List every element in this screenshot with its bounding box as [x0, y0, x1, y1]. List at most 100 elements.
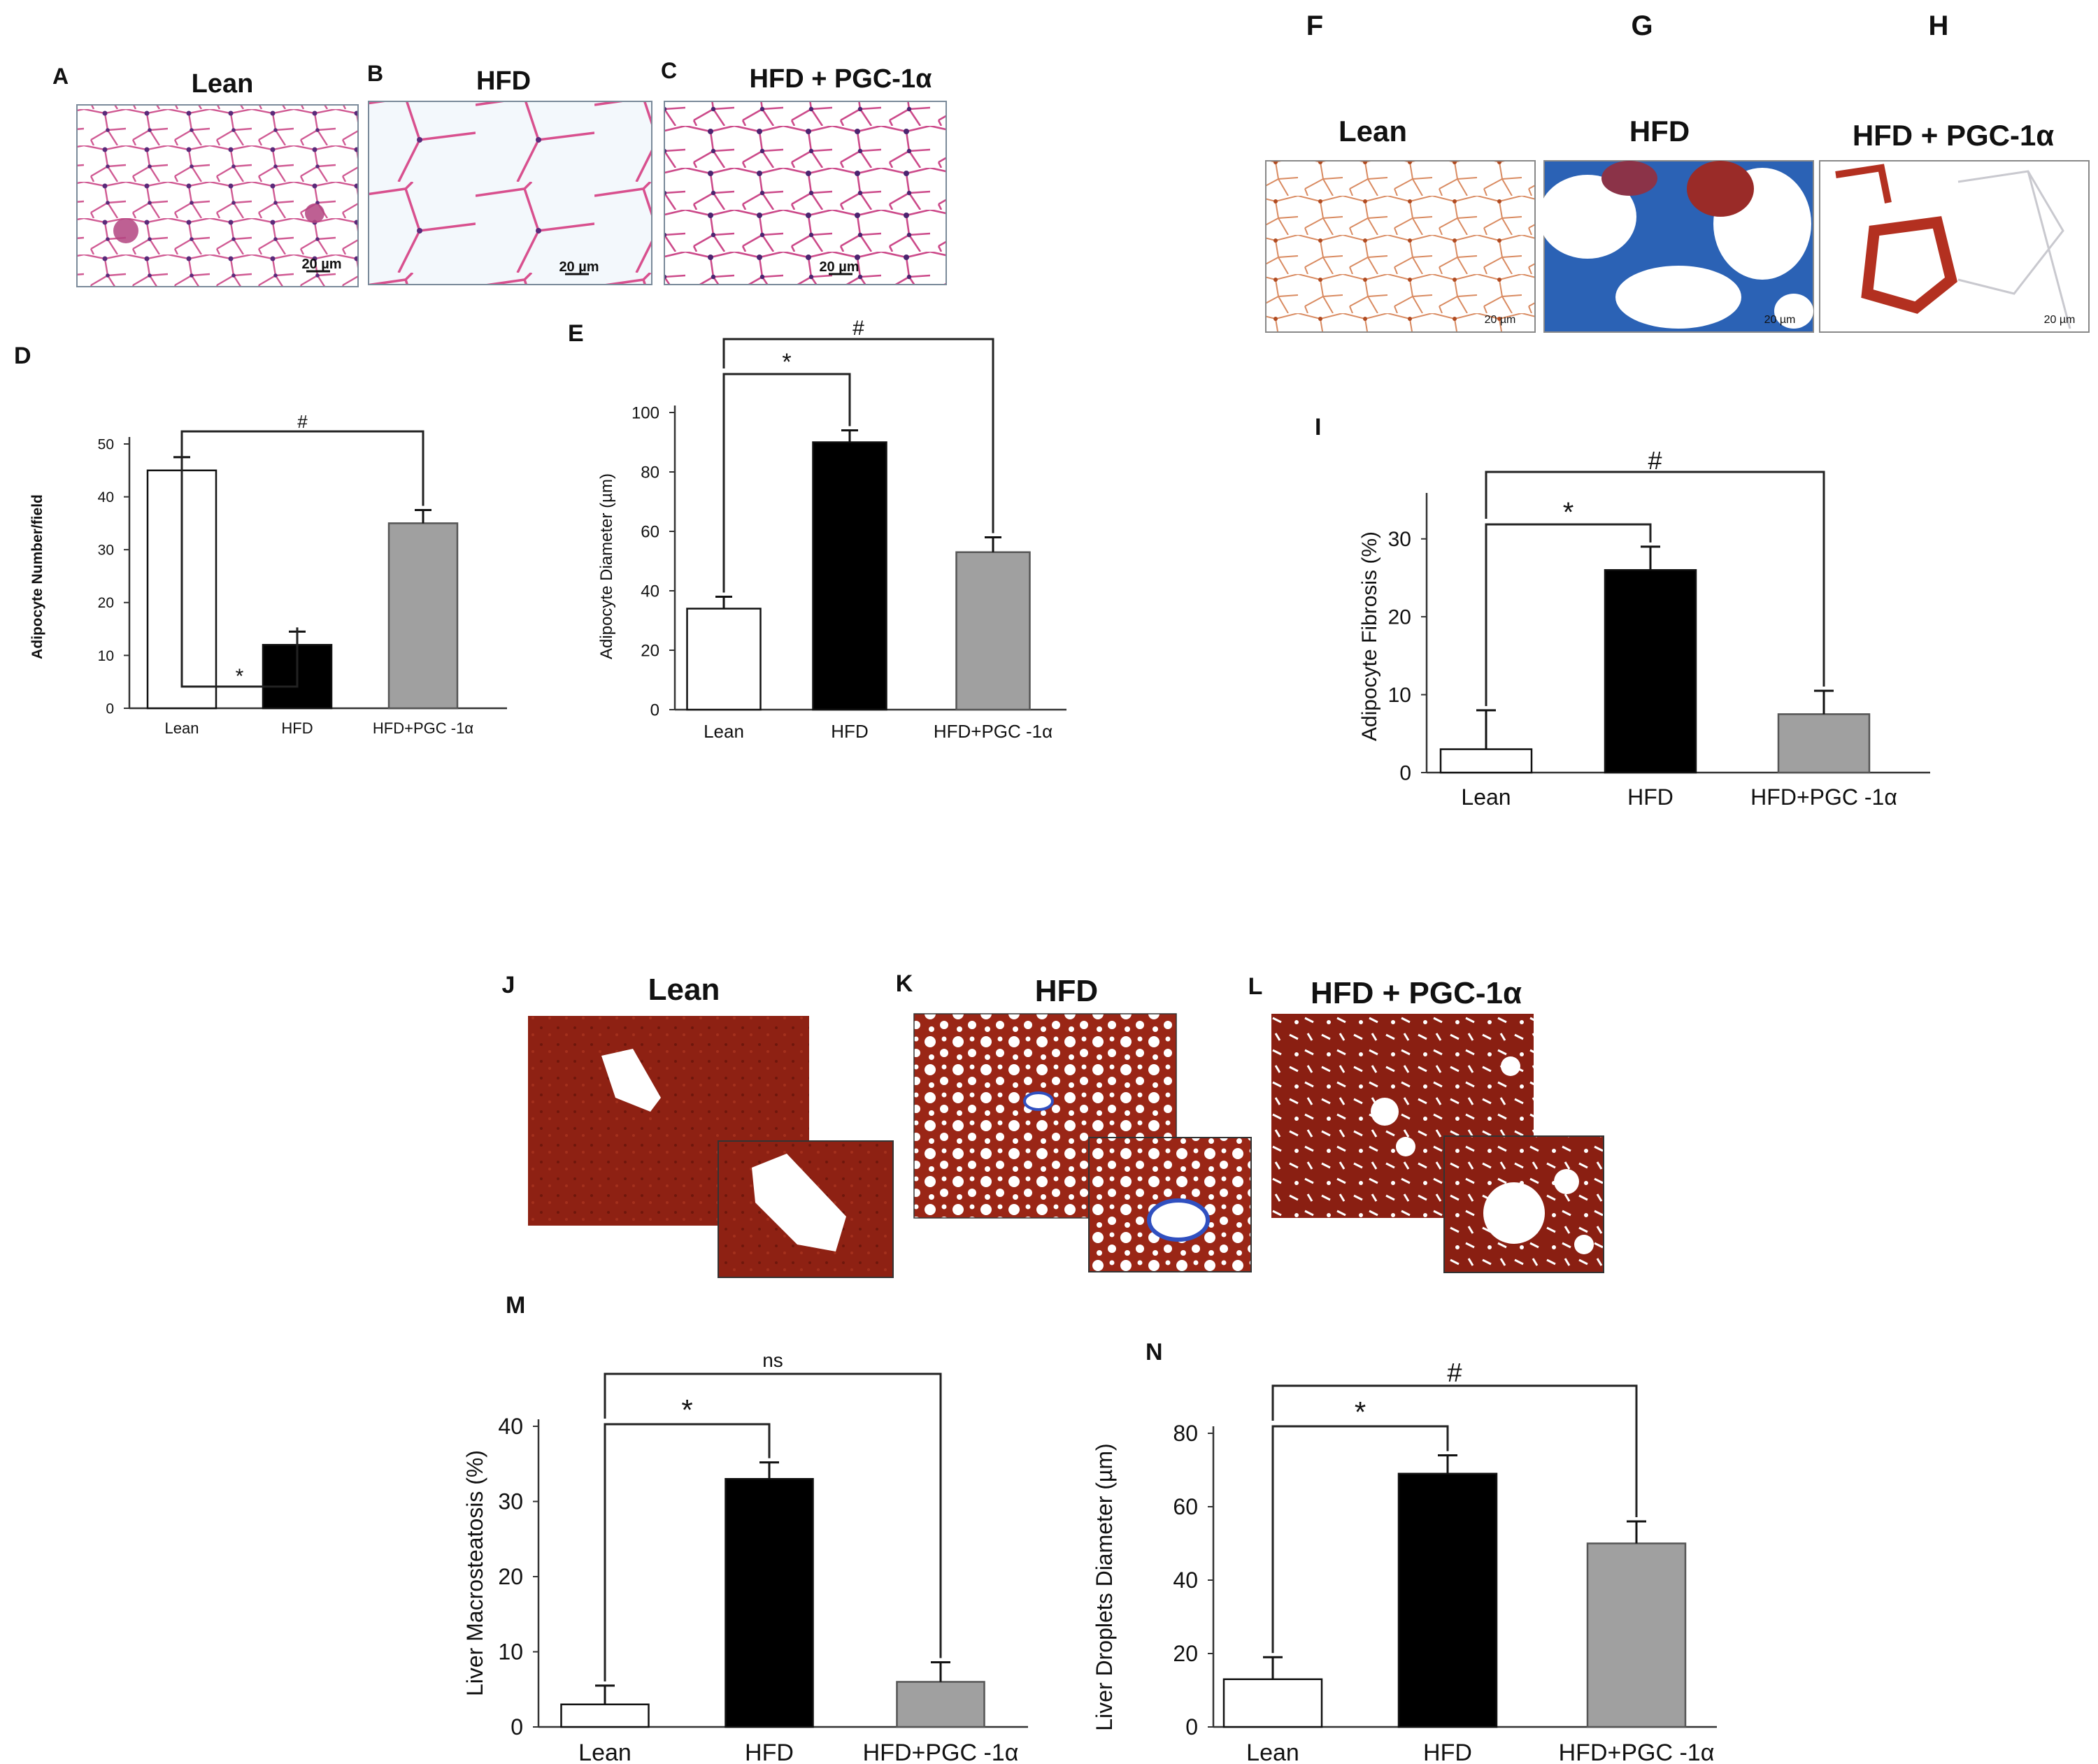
bar — [896, 1681, 985, 1728]
y-tick-label: 60 — [641, 522, 659, 541]
x-tick-label: Lean — [165, 719, 199, 737]
panel-g-title: HFD — [1629, 115, 1690, 148]
x-tick-label: HFD+PGC -1α — [934, 721, 1052, 742]
panel-c-letter: C — [661, 58, 677, 83]
panel-j-title: Lean — [648, 973, 720, 1007]
panel-k-title: HFD — [1035, 974, 1098, 1008]
bar — [1586, 1542, 1687, 1728]
y-tick-label: 20 — [1388, 606, 1411, 629]
panel-h-title: HFD + PGC-1α — [1853, 119, 2055, 152]
panel-k: K HFD — [896, 970, 1252, 1272]
panel-c-title: HFD + PGC-1α — [750, 64, 932, 94]
y-tick-label: 30 — [98, 543, 114, 559]
significance-star: * — [681, 1393, 692, 1426]
chart-letter: D — [14, 343, 31, 369]
bracket-lean-pgc — [604, 1372, 942, 1658]
panel-h-micrograph — [1819, 160, 2090, 333]
y-tick-label: 0 — [106, 701, 114, 717]
x-tick-label: HFD — [281, 719, 313, 737]
panel-f: F Lean 20 µm — [1265, 10, 1536, 333]
panel-a-micrograph — [76, 104, 359, 287]
y-tick-label: 20 — [98, 595, 114, 611]
panel-f-scale: 20 µm — [1485, 314, 1516, 326]
x-tick-label: HFD — [745, 1740, 794, 1764]
y-tick-label: 20 — [641, 641, 659, 660]
y-axis-title: Adipocyte Number/field — [29, 494, 45, 659]
bar — [1439, 748, 1533, 774]
significance-star: * — [1355, 1396, 1366, 1428]
significance-hash: # — [1648, 446, 1662, 475]
x-tick-label: Lean — [578, 1740, 631, 1764]
panel-g-letter: G — [1631, 10, 1653, 41]
y-tick-label: 0 — [1185, 1714, 1198, 1740]
y-tick-label: 40 — [98, 489, 114, 505]
chart-n: N 0 20 40 60 80 Liver Droplets Diameter (µm) Le… — [1092, 1339, 1717, 1764]
panel-c-micrograph — [664, 101, 947, 285]
x-tick-label: HFD+PGC -1α — [373, 719, 473, 737]
chart-letter: I — [1315, 414, 1321, 440]
significance-hash: ns — [762, 1349, 783, 1371]
y-axis-title: Liver Droplets Diameter (µm) — [1092, 1443, 1117, 1730]
y-tick-label: 0 — [650, 701, 659, 719]
significance-hash: # — [852, 317, 864, 340]
panel-h-letter: H — [1929, 10, 1949, 41]
significance-star: * — [1563, 497, 1574, 528]
bracket-lean-hfd — [604, 1423, 771, 1681]
bar — [1777, 713, 1871, 774]
panel-g: G HFD 20 µm — [1539, 10, 1814, 333]
y-tick-label: 20 — [498, 1564, 523, 1589]
bar — [1397, 1472, 1498, 1728]
y-tick-label: 30 — [1388, 528, 1411, 551]
panel-h: H HFD + PGC-1α 20 µm — [1819, 10, 2090, 333]
x-tick-label: Lean — [1246, 1740, 1299, 1764]
y-tick-label: 80 — [641, 463, 659, 482]
bar — [955, 551, 1031, 711]
chart-letter: M — [506, 1292, 525, 1319]
panel-b-letter: B — [367, 61, 383, 86]
significance-hash: # — [297, 411, 308, 432]
x-tick-label: Lean — [1461, 784, 1511, 810]
x-tick-label: HFD+PGC -1α — [1750, 784, 1897, 810]
panel-a-title: Lean — [192, 69, 254, 99]
y-tick-label: 60 — [1173, 1494, 1198, 1519]
bracket-lean-pgc — [1271, 1384, 1638, 1517]
bar — [560, 1703, 650, 1728]
chart-d: D 0 10 20 30 40 50 Adipocyte Number/field Lean HF… — [14, 343, 507, 737]
x-tick-label: Lean — [704, 721, 744, 742]
significance-hash: # — [1447, 1358, 1462, 1388]
y-tick-label: 10 — [498, 1640, 523, 1665]
panel-h-scale: 20 µm — [2044, 314, 2076, 326]
panel-j: J Lean — [502, 972, 894, 1278]
y-tick-label: 80 — [1173, 1421, 1198, 1446]
y-tick-label: 10 — [1388, 684, 1411, 707]
bracket-lean-hfd — [1271, 1425, 1449, 1654]
panel-g-scale: 20 µm — [1764, 314, 1796, 326]
panel-c-scale: 20 µm — [819, 259, 859, 275]
bracket-lean-pgc — [722, 338, 994, 533]
y-axis-title: Adipocyte Diameter (µm) — [597, 473, 616, 659]
bar — [1604, 569, 1697, 774]
x-tick-label: HFD — [831, 721, 868, 742]
y-tick-label: 40 — [641, 582, 659, 601]
panel-a: A Lean 20 µm — [52, 64, 359, 287]
y-tick-label: 0 — [511, 1714, 523, 1740]
bar — [812, 441, 887, 711]
panel-k-letter: K — [896, 970, 913, 997]
y-tick-label: 20 — [1173, 1641, 1198, 1666]
y-axis-title: Adipocyte Fibrosis (%) — [1358, 531, 1381, 741]
panel-l-title: HFD + PGC-1α — [1311, 976, 1522, 1010]
significance-star: * — [782, 349, 791, 375]
y-tick-label: 0 — [1399, 762, 1411, 785]
panel-b-scale: 20 µm — [559, 259, 599, 275]
bar — [1222, 1678, 1323, 1728]
x-tick-label: HFD+PGC -1α — [863, 1740, 1019, 1764]
panel-f-letter: F — [1306, 10, 1323, 41]
panel-b-title: HFD — [476, 66, 531, 96]
chart-letter: N — [1146, 1339, 1163, 1365]
panel-b: B HFD 20 µm — [367, 61, 652, 285]
bracket-lean-pgc — [1485, 471, 1825, 687]
x-tick-label: HFD — [1423, 1740, 1472, 1764]
y-tick-label: 10 — [98, 648, 114, 664]
panel-b-micrograph — [368, 101, 652, 285]
